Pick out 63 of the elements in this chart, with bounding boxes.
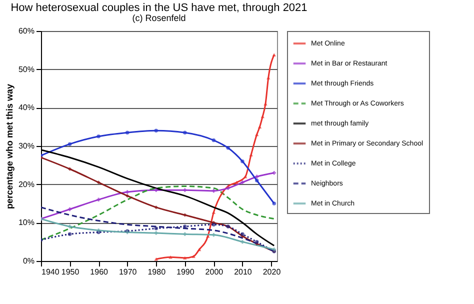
y-tick-label: 0%: [22, 256, 34, 266]
point: [183, 130, 187, 134]
point: [197, 248, 202, 252]
point: [168, 256, 172, 259]
line-series: [41, 170, 276, 221]
point: [212, 138, 216, 142]
x-tick-label: 1960: [90, 268, 109, 276]
point: [254, 174, 259, 179]
point: [212, 210, 216, 214]
point: [154, 188, 158, 192]
point: [272, 53, 276, 56]
point: [240, 159, 244, 164]
point: [272, 202, 276, 206]
point: [96, 198, 100, 202]
point: [183, 256, 187, 260]
point: [125, 194, 130, 198]
point: [154, 226, 158, 230]
point: [260, 114, 264, 118]
point: [240, 240, 244, 244]
point: [212, 233, 216, 237]
x-tick-label: 2010: [234, 268, 252, 276]
point: [154, 205, 158, 210]
point: [249, 153, 253, 156]
point: [68, 232, 72, 236]
point: [258, 125, 262, 128]
y-tick-label: 20%: [18, 180, 34, 189]
line-series: [41, 186, 275, 241]
point: [96, 134, 100, 138]
point: [192, 254, 196, 258]
point: [68, 207, 72, 212]
y-tick-label: 40%: [18, 103, 34, 112]
point: [68, 142, 72, 146]
y-tick-label: 50%: [18, 64, 34, 74]
point: [254, 178, 259, 182]
line-series: [41, 128, 276, 206]
x-tick-label: 1970: [118, 268, 138, 276]
point: [226, 146, 230, 150]
point: [183, 232, 187, 236]
point: [212, 188, 216, 193]
chart-title: How heterosexual couples in the US have met, through 2021: [10, 2, 308, 14]
chart-subtitle: (c) Rosenfeld: [132, 13, 186, 23]
point: [226, 186, 230, 190]
x-tick-label: 1950: [61, 268, 80, 276]
point: [125, 130, 130, 134]
point: [240, 180, 244, 184]
y-tick-label: 10%: [18, 218, 34, 228]
point: [154, 128, 158, 133]
x-tick-label: 1980: [148, 268, 166, 276]
point: [96, 180, 100, 184]
point: [68, 167, 72, 171]
point: [183, 224, 187, 228]
point: [154, 231, 158, 235]
x-tick-label: 1940: [42, 268, 60, 276]
x-tick-label: 2020: [262, 268, 282, 276]
point: [234, 180, 239, 184]
y-axis-title: percentage who met this way: [4, 84, 14, 210]
point: [183, 188, 187, 192]
x-tick-label: 1990: [176, 268, 195, 276]
point: [272, 170, 276, 175]
x-tick-label: 2000: [205, 268, 224, 276]
y-tick-label: 60%: [18, 26, 34, 36]
point: [220, 191, 224, 194]
y-tick-label: 30%: [18, 142, 34, 150]
